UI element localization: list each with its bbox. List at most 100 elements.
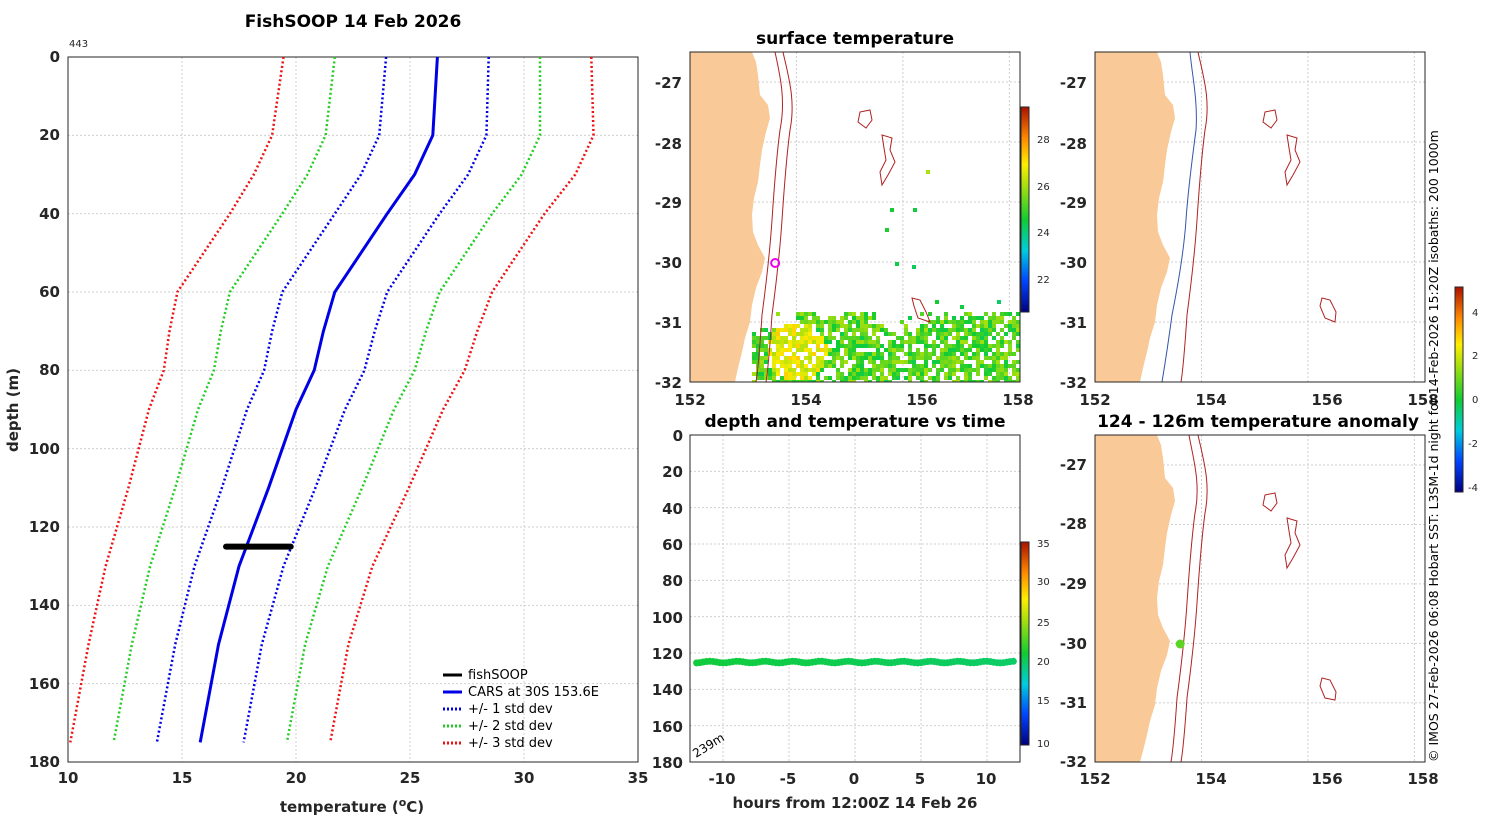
dt-colorbar — [1020, 541, 1030, 746]
sst-pixel — [1012, 364, 1016, 368]
sst-pixel — [784, 368, 788, 372]
sst-pixel — [924, 324, 928, 328]
sst-pixel — [808, 312, 812, 316]
sst-pixel — [928, 352, 932, 356]
profile-lines — [69, 56, 595, 743]
anomaly-xtick-label: 152 — [1079, 770, 1110, 788]
sst-pixel — [868, 368, 872, 372]
sst-pixel — [816, 348, 820, 352]
sst-pixel — [808, 380, 812, 382]
profile-panel: FishSOOP 14 Feb 2026 443 10 15 20 25 30 … — [4, 12, 648, 816]
sst-pixel — [952, 356, 956, 360]
sst-pixel — [852, 372, 856, 376]
anomaly-colorbar-tick: -4 — [1468, 483, 1478, 494]
sst-pixel — [1000, 364, 1004, 368]
sst-pixel — [928, 368, 932, 372]
sst-pixel — [968, 332, 972, 336]
sst-pixel — [828, 316, 832, 320]
profile-grid — [67, 56, 639, 763]
sst-pixel — [852, 312, 856, 316]
sst-pixel — [956, 360, 960, 364]
sst-pixel — [872, 312, 876, 316]
sst-pixel — [976, 368, 980, 372]
sst-pixel — [772, 364, 776, 368]
sst-pixel — [996, 360, 1000, 364]
sst-pixel — [752, 332, 756, 336]
sst-pixel — [1016, 332, 1020, 336]
sst-pixel — [948, 320, 952, 324]
sst-pixel — [1012, 372, 1016, 376]
sst-pixel — [788, 364, 792, 368]
sst-pixel — [876, 352, 880, 356]
sst-pixel — [920, 336, 924, 340]
sst-pixel — [848, 336, 852, 340]
sst-pixel — [820, 336, 824, 340]
sst-pixel — [976, 332, 980, 336]
sst-pixel — [960, 348, 964, 352]
sst-pixel — [752, 336, 756, 340]
bathy-xtick-label: 158 — [1407, 391, 1438, 409]
sst-pixel — [908, 372, 912, 376]
sst-pixel — [948, 344, 952, 348]
sst-pixel — [852, 336, 856, 340]
sst-pixel — [984, 324, 988, 328]
sst-pixel — [948, 348, 952, 352]
sst-pixel — [924, 372, 928, 376]
sst-pixel — [928, 312, 932, 316]
legend-label-cars: CARS at 30S 153.6E — [468, 685, 599, 700]
sst-pixel — [1000, 336, 1004, 340]
sst-pixel — [832, 328, 836, 332]
sst-pixel — [1004, 324, 1008, 328]
sst-pixel — [1008, 364, 1012, 368]
sst-pixel — [988, 316, 992, 320]
sst-pixel — [788, 340, 792, 344]
sst-pixel — [892, 356, 896, 360]
sst-pixel — [832, 360, 836, 364]
sst-pixel — [784, 372, 788, 376]
sst-pixel — [792, 360, 796, 364]
sst-pixel — [924, 352, 928, 356]
sst-pixel — [928, 332, 932, 336]
sst-pixel — [816, 316, 820, 320]
sst-location-marker — [770, 258, 781, 268]
sst-pixel — [1008, 376, 1012, 380]
sst-pixel — [908, 316, 912, 320]
sst-pixel — [1008, 320, 1012, 324]
sst-pixel — [904, 376, 908, 380]
sst-pixel — [856, 316, 860, 320]
sst-pixel — [972, 328, 976, 332]
sst-pixel — [792, 324, 796, 328]
sst-pixel — [980, 336, 984, 340]
sst-xtick-label: 158 — [1002, 391, 1033, 409]
sst-pixel — [872, 324, 876, 328]
sst-pixel — [936, 344, 940, 348]
sst-pixel — [840, 316, 844, 320]
sst-isobath-1000m — [765, 52, 793, 382]
sst-pixel — [944, 332, 948, 336]
legend-label-2std: +/- 2 std dev — [468, 719, 553, 734]
sst-pixel — [1004, 368, 1008, 372]
sst-pixel — [960, 344, 964, 348]
sst-pixel — [924, 364, 928, 368]
profile-xtick-label: 35 — [628, 769, 649, 787]
sst-pixel — [952, 336, 956, 340]
sst-pixel — [904, 340, 908, 344]
sst-pixel — [888, 372, 892, 376]
sst-colorbar — [1020, 106, 1030, 313]
sst-pixel — [976, 348, 980, 352]
sst-pixel — [944, 356, 948, 360]
sst-pixel — [844, 360, 848, 364]
sst-pixel — [880, 360, 884, 364]
anomaly-xtick-label: 156 — [1311, 770, 1342, 788]
sst-pixel — [972, 332, 976, 336]
sst-pixel — [976, 360, 980, 364]
sst-pixel — [868, 340, 872, 344]
sst-pixel — [1016, 348, 1020, 352]
sst-pixel — [764, 372, 768, 376]
sst-pixel — [980, 344, 984, 348]
sst-pixel — [900, 348, 904, 352]
dt-colorbar-tick: 35 — [1037, 539, 1050, 550]
sst-pixel — [932, 364, 936, 368]
sst-pixel — [788, 324, 792, 328]
